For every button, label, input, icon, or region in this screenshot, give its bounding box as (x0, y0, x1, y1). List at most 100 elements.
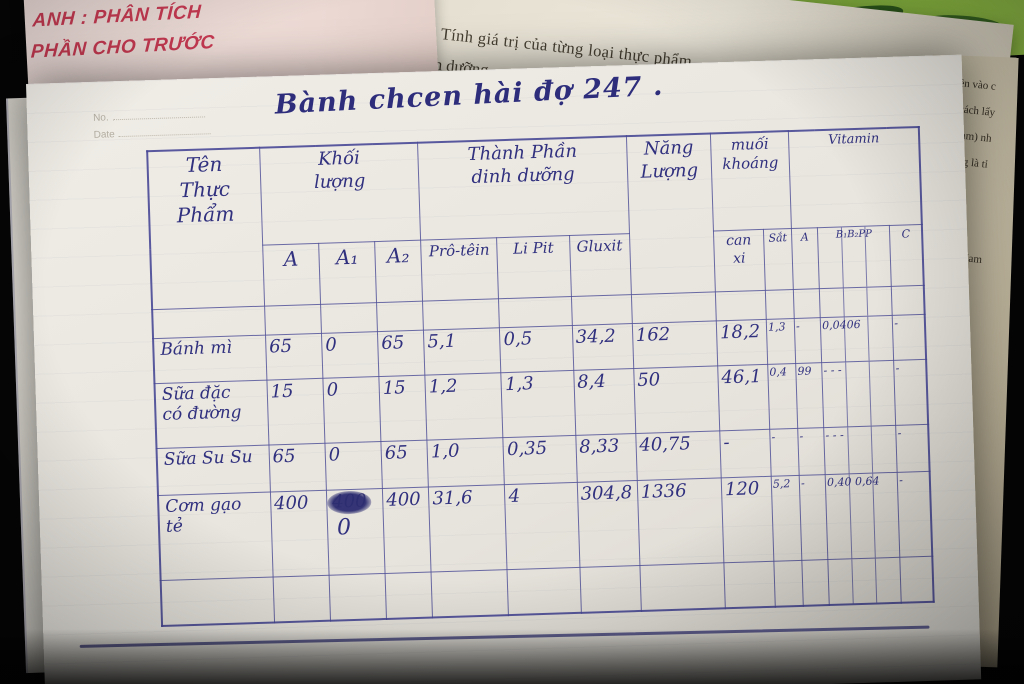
value-cell: 5,2 (771, 475, 802, 562)
value-cell: 50 (633, 365, 720, 434)
food-name-cell: Bánh mì (153, 335, 267, 384)
value-cell: - (892, 314, 927, 361)
value-cell: 15 (266, 378, 325, 446)
subheader-vit-b: B₁B₂PP (817, 225, 892, 289)
nutrition-table: Tên Thực Phẩm Khối lượng Thành Phần dinh… (146, 125, 935, 628)
value-cell: 162 (631, 320, 718, 369)
value-cell: - (794, 317, 822, 364)
value-cell (900, 556, 934, 603)
value-cell: - - - (821, 360, 896, 428)
value-cell (431, 569, 509, 618)
value-cell: 99 (795, 362, 824, 429)
date-label: Date (93, 129, 115, 141)
value-cell: 65 (377, 330, 426, 377)
value-cell: 400 (270, 490, 330, 577)
value-cell: - (895, 424, 930, 473)
value-cell: 46,1 (717, 364, 770, 431)
value-cell: 120 (721, 476, 774, 563)
value-cell (819, 286, 893, 318)
pink-book-title: ANH : PHÂN TÍCH PHẦN CHO TRƯỚC (30, 1, 216, 64)
value-cell: 8,4 (573, 368, 636, 436)
no-date-labels: No. Date (93, 106, 211, 144)
header-energy: Năng Lượng (626, 133, 716, 295)
no-line (112, 116, 205, 121)
value-cell (715, 290, 767, 321)
value-cell (793, 288, 821, 319)
header-minerals: muối khoáng (710, 131, 792, 231)
value-cell: 1,0 (427, 437, 505, 488)
value-cell: 0 (324, 441, 383, 491)
value-cell: - (897, 471, 933, 558)
value-cell (498, 296, 572, 328)
date-line (118, 133, 211, 138)
value-cell: 0 (321, 331, 379, 379)
value-cell: 65 (380, 440, 429, 489)
food-name-cell (160, 576, 275, 626)
hand-drawn-bottom-line (79, 625, 930, 648)
subheader-sat: Sắt (763, 228, 794, 291)
value-cell: 18,2 (716, 319, 768, 366)
value-cell (827, 557, 902, 606)
value-cell (329, 573, 387, 621)
value-cell: 65 (265, 333, 323, 381)
value-cell: - (769, 428, 800, 477)
value-cell: 1336 (636, 477, 724, 566)
value-cell: 0,40 0,64 (825, 472, 901, 560)
value-cell: - (797, 427, 826, 476)
value-cell: 40,75 (635, 430, 722, 481)
scribbled-out-value: 400 (330, 491, 369, 513)
food-name-cell: Sữa Su Su (156, 445, 271, 496)
subheader-a: A (262, 243, 321, 307)
subheader-canxi: can xi (713, 229, 766, 292)
value-cell: 31,6 (428, 484, 508, 573)
food-name-cell: Sữa đặc có đường (154, 380, 269, 449)
food-name-cell (152, 306, 266, 339)
value-cell: 8,33 (575, 433, 637, 483)
value-cell: 400 (382, 487, 432, 574)
food-name-cell: Cơm gạo tẻ (157, 492, 273, 581)
subheader-vit-a: A (791, 227, 820, 290)
header-food: Tên Thực Phẩm (147, 147, 265, 310)
subheader-vit-c: C (889, 224, 924, 287)
value-cell: - (799, 474, 828, 561)
value-cell: 4 (504, 482, 580, 570)
no-label: No. (92, 112, 109, 124)
value-cell (320, 302, 378, 334)
value-cell: 15 (378, 375, 428, 442)
value-cell (765, 289, 795, 320)
value-cell: 400 0 (326, 488, 386, 576)
subheader-gluxit: Gluxit (569, 233, 632, 297)
value-cell (507, 567, 581, 616)
value-cell (272, 575, 331, 623)
value-cell: 34,2 (571, 323, 634, 371)
subheader-a1: A₁ (318, 241, 377, 305)
value-cell (264, 304, 322, 336)
value-cell: 0,4 (767, 363, 798, 430)
value-cell: 0,5 (499, 325, 574, 373)
value-cell: 1,2 (425, 372, 504, 441)
value-cell (422, 298, 500, 331)
value-cell: 65 (268, 443, 327, 493)
table-body: Bánh mì 65 0 65 5,1 0,5 34,2 162 18,2 1,3-0,0406-… (152, 285, 934, 626)
value-cell: 5,1 (423, 327, 502, 376)
value-cell: 0 (322, 376, 381, 444)
notebook-page: No. Date Bành chcen hài đợ 247 . Tên Thự… (26, 54, 982, 684)
value-cell (801, 559, 830, 606)
value-cell: 304,8 (576, 480, 640, 568)
value-cell (639, 562, 726, 611)
page-title: Bành chcen hài đợ 247 . (274, 70, 665, 121)
value-cell (631, 291, 717, 324)
corrected-value: 0 (336, 514, 352, 541)
value-cell: - (893, 359, 929, 426)
value-cell (570, 294, 632, 326)
value-cell: 1,3 (501, 370, 576, 438)
subheader-protein: Prô-têin (420, 237, 499, 302)
subheader-a2: A₂ (374, 240, 423, 303)
value-cell (891, 285, 925, 316)
value-cell: - (719, 429, 772, 478)
value-cell (723, 561, 776, 609)
subheader-lipit: Li Pit (496, 235, 571, 299)
value-cell (385, 572, 433, 619)
value-cell: 0,35 (503, 435, 577, 485)
